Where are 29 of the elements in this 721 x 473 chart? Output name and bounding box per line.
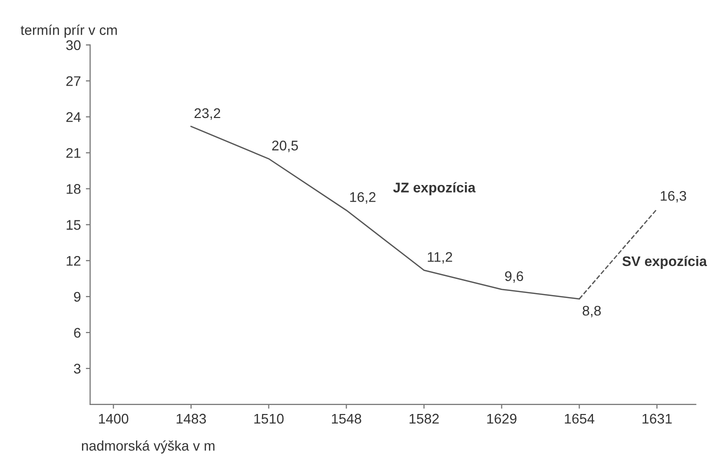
data-label: 8,8 xyxy=(582,306,601,318)
x-tick-label: 1582 xyxy=(410,414,439,424)
data-label: 23,2 xyxy=(194,108,220,120)
series-label: SV expozícia xyxy=(622,256,708,269)
x-tick-label: 1631 xyxy=(642,414,672,424)
y-axis-title: termín prír v cm xyxy=(20,24,117,38)
y-tick-label: 27 xyxy=(66,76,80,86)
x-tick-label: 1483 xyxy=(176,414,206,424)
x-tick-label: 1654 xyxy=(564,414,594,424)
x-tick-label: 1510 xyxy=(254,414,284,424)
y-tick-label: 12 xyxy=(66,256,80,266)
y-tick-label: 15 xyxy=(66,220,81,230)
data-label: 11,2 xyxy=(428,252,452,264)
x-tick-label: 1400 xyxy=(99,414,128,424)
y-tick-label: 18 xyxy=(66,184,80,194)
y-tick-label: 9 xyxy=(74,292,80,302)
y-tick-label: 3 xyxy=(74,364,80,374)
y-tick-label: 30 xyxy=(66,40,81,50)
data-label: 16,3 xyxy=(660,190,686,202)
text: JZ expozícia xyxy=(393,182,476,196)
data-label: 20,5 xyxy=(272,140,298,152)
data-label: 16,2 xyxy=(350,192,376,204)
y-tick-label: 21 xyxy=(66,148,80,158)
data-label: 9,6 xyxy=(505,271,524,283)
y-tick-label: 24 xyxy=(66,112,81,122)
y-tick-label: 6 xyxy=(74,328,80,338)
x-axis-title: nadmorská výška v m xyxy=(82,440,214,454)
x-tick-label: 1548 xyxy=(332,414,362,424)
x-tick-label: 1629 xyxy=(487,414,516,424)
